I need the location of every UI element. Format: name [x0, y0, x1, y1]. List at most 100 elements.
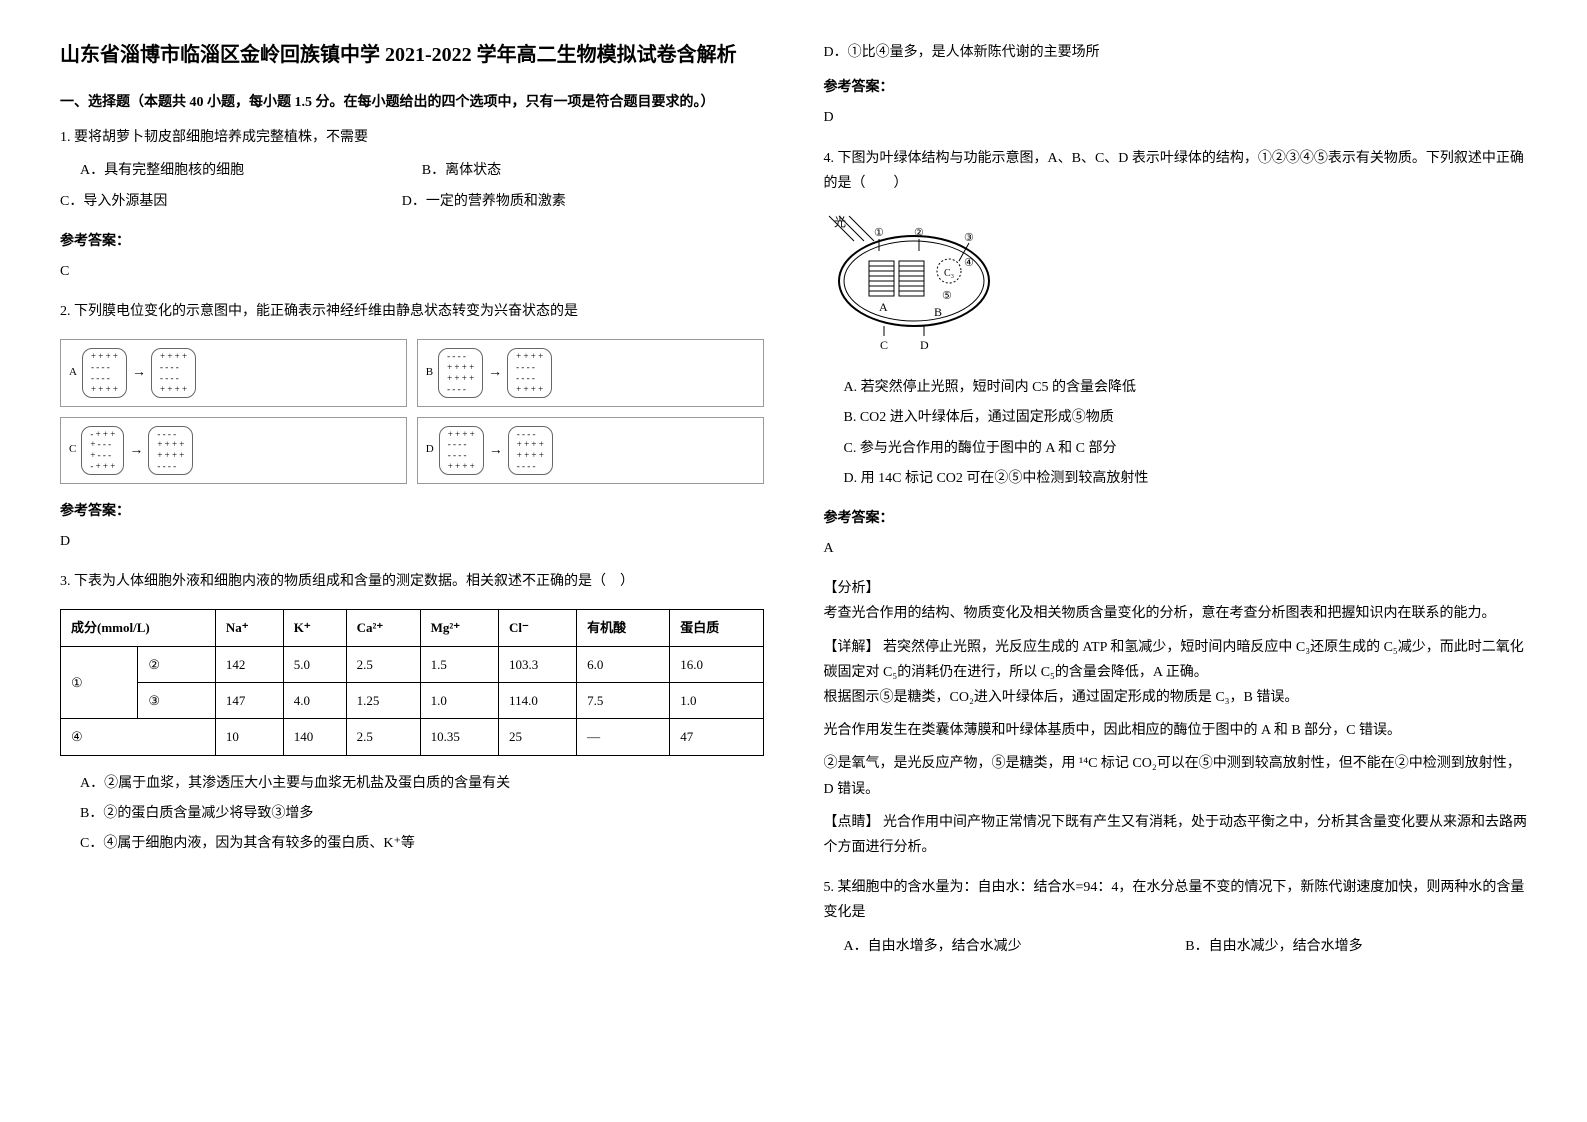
table-header: K⁺: [283, 610, 346, 646]
question-1: 1. 要将胡萝卜韧皮部细胞培养成完整植株，不需要 A．具有完整细胞核的细胞 B．…: [60, 125, 764, 284]
q3-table: 成分(mmol/L) Na⁺ K⁺ Ca²⁺ Mg²⁺ Cl⁻ 有机酸 蛋白质 …: [60, 609, 764, 756]
arrow-icon: →: [488, 360, 502, 385]
table-row: ③ 147 4.0 1.25 1.0 114.0 7.5 1.0: [61, 683, 764, 719]
svg-text:C: C: [880, 338, 888, 351]
q2-label-a: A: [69, 363, 77, 383]
table-cell: 2.5: [346, 719, 420, 755]
table-cell: ④: [61, 719, 216, 755]
q4-option-b: B. CO2 进入叶绿体后，通过固定形成⑤物质: [844, 405, 1528, 430]
table-cell: 1.0: [670, 683, 763, 719]
q1-option-c: C．导入外源基因: [60, 189, 402, 214]
q2-answer: D: [60, 529, 764, 554]
q1-text: 1. 要将胡萝卜韧皮部细胞培养成完整植株，不需要: [60, 125, 764, 150]
table-cell: 140: [283, 719, 346, 755]
svg-text:A: A: [879, 300, 888, 314]
q3-option-a: A．②属于血浆，其渗透压大小主要与血浆无机盐及蛋白质的含量有关: [80, 771, 764, 796]
q2-diagram-d: D + + + +- - - -- - - -+ + + + → - - - -…: [417, 417, 764, 484]
q5-text: 5. 某细胞中的含水量为：自由水：结合水=94：4，在水分总量不变的情况下，新陈…: [824, 875, 1528, 925]
table-header: Ca²⁺: [346, 610, 420, 646]
table-cell: 6.0: [577, 646, 670, 682]
table-cell: ②: [138, 646, 215, 682]
left-column: 山东省淄博市临淄区金岭回族镇中学 2021-2022 学年高二生物模拟试卷含解析…: [60, 40, 764, 979]
document-title: 山东省淄博市临淄区金岭回族镇中学 2021-2022 学年高二生物模拟试卷含解析: [60, 40, 764, 70]
table-cell: ③: [138, 683, 215, 719]
q4-option-d: D. 用 14C 标记 CO2 可在②⑤中检测到较高放射性: [844, 466, 1528, 491]
q4-option-a: A. 若突然停止光照，短时间内 C5 的含量会降低: [844, 375, 1528, 400]
detail-2: 根据图示⑤是糖类，CO₂进入叶绿体后，通过固定形成的物质是 C₃，B 错误。: [824, 685, 1528, 710]
detail-3: 光合作用发生在类囊体薄膜和叶绿体基质中，因此相应的酶位于图中的 A 和 B 部分…: [824, 718, 1528, 743]
q1-answer: C: [60, 259, 764, 284]
q1-option-b: B．离体状态: [422, 158, 764, 183]
question-4: 4. 下图为叶绿体结构与功能示意图，A、B、C、D 表示叶绿体的结构，①②③④⑤…: [824, 146, 1528, 861]
analysis-label: 【分析】: [824, 576, 1528, 601]
q3-text: 3. 下表为人体细胞外液和细胞内液的物质组成和含量的测定数据。相关叙述不正确的是…: [60, 569, 764, 594]
table-header-row: 成分(mmol/L) Na⁺ K⁺ Ca²⁺ Mg²⁺ Cl⁻ 有机酸 蛋白质: [61, 610, 764, 646]
q3-answer: D: [824, 105, 1528, 130]
arrow-icon: →: [129, 438, 143, 463]
q1-option-a: A．具有完整细胞核的细胞: [80, 158, 422, 183]
q3-option-b: B．②的蛋白质含量减少将导致③增多: [80, 801, 764, 826]
q4-text: 4. 下图为叶绿体结构与功能示意图，A、B、C、D 表示叶绿体的结构，①②③④⑤…: [824, 146, 1528, 196]
chloroplast-diagram: 光 ①: [824, 211, 1004, 360]
table-cell: 142: [215, 646, 283, 682]
detail-1: 若突然停止光照，光反应生成的 ATP 和氢减少，短时间内暗反应中 C₃还原生成的…: [824, 640, 1524, 680]
chloroplast-svg-icon: 光 ①: [824, 211, 1004, 351]
table-cell: 5.0: [283, 646, 346, 682]
q2-label-d: D: [426, 440, 434, 460]
detail-4: ②是氧气，是光反应产物，⑤是糖类，用 ¹⁴C 标记 CO₂可以在⑤中测到较高放射…: [824, 751, 1528, 801]
membrane-cell-icon: + + + +- - - -- - - -+ + + +: [82, 348, 127, 397]
q2-diagram-c: C - + + ++ - - -+ - - -- + + + → - - - -…: [60, 417, 407, 484]
table-header: Cl⁻: [499, 610, 577, 646]
table-header: Na⁺: [215, 610, 283, 646]
q2-label-c: C: [69, 440, 76, 460]
analysis-text: 考查光合作用的结构、物质变化及相关物质含量变化的分析，意在考查分析图表和把握知识…: [824, 601, 1528, 626]
table-cell: 2.5: [346, 646, 420, 682]
q3-option-d: D．①比④量多，是人体新陈代谢的主要场所: [824, 40, 1528, 65]
q3-answer-label: 参考答案：: [824, 75, 1528, 100]
table-header: Mg²⁺: [420, 610, 498, 646]
table-cell: 1.0: [420, 683, 498, 719]
table-cell: 103.3: [499, 646, 577, 682]
point-label: 【点睛】: [824, 815, 880, 830]
svg-text:C₃: C₃: [944, 268, 954, 279]
table-cell: ①: [61, 646, 138, 719]
membrane-cell-icon: - - - -+ + + ++ + + +- - - -: [508, 426, 553, 475]
table-cell: 4.0: [283, 683, 346, 719]
q2-diagram-b: B - - - -+ + + ++ + + +- - - - → + + + +…: [417, 339, 764, 406]
q2-text: 2. 下列膜电位变化的示意图中，能正确表示神经纤维由静息状态转变为兴奋状态的是: [60, 299, 764, 324]
table-cell: 147: [215, 683, 283, 719]
q5-option-b: B．自由水减少，结合水增多: [1185, 934, 1527, 959]
svg-text:D: D: [920, 338, 929, 351]
section-header: 一、选择题（本题共 40 小题，每小题 1.5 分。在每小题给出的四个选项中，只…: [60, 90, 764, 115]
table-row: ④ 10 140 2.5 10.35 25 — 47: [61, 719, 764, 755]
q4-analysis: 【分析】 考查光合作用的结构、物质变化及相关物质含量变化的分析，意在考查分析图表…: [824, 576, 1528, 860]
q2-diagrams: A + + + +- - - -- - - -+ + + + → + + + +…: [60, 339, 764, 483]
table-row: ① ② 142 5.0 2.5 1.5 103.3 6.0 16.0: [61, 646, 764, 682]
q2-diagram-a: A + + + +- - - -- - - -+ + + + → + + + +…: [60, 339, 407, 406]
table-header: 成分(mmol/L): [61, 610, 216, 646]
table-header: 有机酸: [577, 610, 670, 646]
membrane-cell-icon: + + + +- - - -- - - -+ + + +: [439, 426, 484, 475]
q3-option-c: C．④属于细胞内液，因为其含有较多的蛋白质、K⁺等: [80, 831, 764, 856]
membrane-cell-icon: - + + ++ - - -+ - - -- + + +: [81, 426, 124, 475]
table-cell: 114.0: [499, 683, 577, 719]
membrane-cell-icon: + + + +- - - -- - - -+ + + +: [507, 348, 552, 397]
table-cell: 10: [215, 719, 283, 755]
table-cell: 47: [670, 719, 763, 755]
q2-label-b: B: [426, 363, 433, 383]
question-5: 5. 某细胞中的含水量为：自由水：结合水=94：4，在水分总量不变的情况下，新陈…: [824, 875, 1528, 964]
q4-option-c: C. 参与光合作用的酶位于图中的 A 和 C 部分: [844, 436, 1528, 461]
svg-text:⑤: ⑤: [942, 290, 952, 302]
right-column: D．①比④量多，是人体新陈代谢的主要场所 参考答案： D 4. 下图为叶绿体结构…: [824, 40, 1528, 979]
point-text: 光合作用中间产物正常情况下既有产生又有消耗，处于动态平衡之中，分析其含量变化要从…: [824, 815, 1528, 855]
q5-option-a: A．自由水增多，结合水减少: [844, 934, 1186, 959]
table-header: 蛋白质: [670, 610, 763, 646]
membrane-cell-icon: - - - -+ + + ++ + + +- - - -: [148, 426, 193, 475]
q4-answer-label: 参考答案：: [824, 506, 1528, 531]
table-cell: 25: [499, 719, 577, 755]
table-cell: 7.5: [577, 683, 670, 719]
q4-answer: A: [824, 536, 1528, 561]
q1-option-d: D．一定的营养物质和激素: [402, 189, 744, 214]
table-cell: 1.25: [346, 683, 420, 719]
membrane-cell-icon: - - - -+ + + ++ + + +- - - -: [438, 348, 483, 397]
